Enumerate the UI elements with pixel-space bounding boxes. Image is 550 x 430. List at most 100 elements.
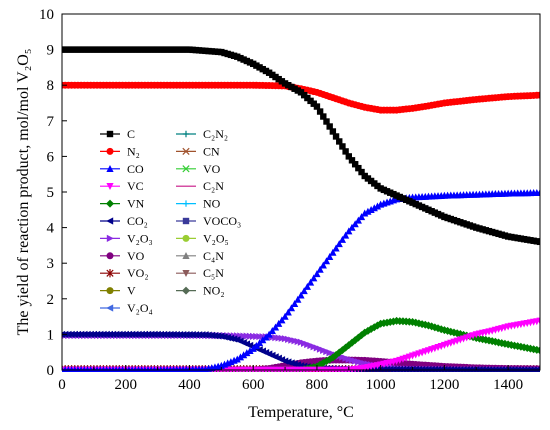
- data-point: [271, 323, 280, 331]
- data-point: [322, 257, 331, 265]
- data-point: [265, 330, 273, 338]
- legend-marker: [106, 130, 114, 138]
- data-point: [345, 227, 353, 235]
- data-point: [536, 188, 540, 196]
- data-point: [214, 332, 222, 340]
- data-point: [297, 291, 305, 299]
- legend-marker: [106, 217, 114, 225]
- data-point: [357, 213, 366, 221]
- legend-label: C: [127, 127, 135, 141]
- legend-label: V: [127, 284, 136, 298]
- legend-marker: [106, 165, 114, 172]
- data-point: [278, 316, 286, 324]
- data-point: [268, 327, 276, 335]
- data-point: [233, 355, 241, 363]
- legend-label: C₂N₂: [203, 127, 228, 141]
- data-point: [373, 202, 382, 210]
- legend-label: N₂: [127, 144, 140, 158]
- legend-item: V₂O₄: [100, 301, 153, 315]
- y-tick-label: 3: [47, 256, 55, 272]
- data-point: [223, 334, 231, 342]
- y-tick-label: 9: [47, 43, 55, 59]
- legend-item: NO₂: [176, 284, 225, 298]
- x-tick-label: 600: [242, 377, 265, 393]
- legend-item: CN: [176, 144, 220, 158]
- data-point: [536, 91, 540, 99]
- legend-label: VOCO₃: [203, 214, 241, 228]
- legend-item: V₂O₃: [100, 231, 153, 245]
- legend-marker: [182, 165, 190, 173]
- legend-label: NO: [203, 197, 221, 211]
- legend-marker: [106, 304, 114, 312]
- legend-marker: [106, 183, 114, 190]
- data-point: [316, 108, 324, 115]
- data-point: [220, 333, 228, 341]
- legend-label: C₂N: [203, 179, 224, 193]
- data-point: [320, 113, 327, 120]
- legend-marker: [106, 199, 114, 208]
- data-point: [227, 334, 235, 342]
- data-point: [313, 270, 321, 278]
- legend-marker: [182, 270, 190, 277]
- data-point: [281, 312, 289, 320]
- data-point: [536, 317, 540, 325]
- y-tick-label: 5: [47, 185, 55, 201]
- legend-label: VN: [127, 197, 145, 211]
- legend-marker: [106, 252, 114, 260]
- legend-item: V₂O₅: [176, 231, 229, 245]
- data-point: [332, 133, 340, 140]
- legend-item: C₂N: [176, 179, 224, 193]
- data-point: [361, 209, 369, 217]
- legend: C N₂ CO VC VN CO₂ V₂O₃ VO VO₂ V V₂O₄ C₂N₂ CN VO C₂N NO V…: [100, 127, 241, 315]
- legend-marker: [182, 130, 190, 138]
- legend-label: C₄N: [203, 249, 224, 263]
- legend-marker: [182, 234, 190, 242]
- legend-item: VO: [100, 249, 145, 263]
- data-point: [236, 353, 245, 361]
- x-tick-label: 200: [114, 377, 137, 393]
- x-tick-label: 1000: [366, 377, 396, 393]
- data-point: [354, 216, 362, 224]
- legend-item: C: [100, 127, 135, 141]
- data-point: [294, 295, 302, 303]
- data-point: [243, 349, 251, 357]
- data-point: [536, 346, 540, 355]
- legend-item: V: [100, 284, 136, 298]
- legend-label: CO: [127, 162, 144, 176]
- legend-label: VC: [127, 179, 144, 193]
- legend-label: VO₂: [127, 266, 149, 280]
- data-point: [342, 231, 350, 239]
- data-point: [287, 304, 296, 312]
- data-point: [230, 335, 238, 343]
- data-point: [342, 148, 349, 155]
- data-point: [303, 282, 311, 290]
- data-point: [316, 265, 324, 273]
- legend-item: VC: [100, 179, 144, 193]
- data-point: [310, 274, 318, 282]
- x-tick-label: 800: [306, 377, 329, 393]
- data-point: [348, 223, 356, 231]
- legend-item: N₂: [100, 144, 140, 158]
- data-point: [329, 128, 337, 135]
- legend-label: V₂O₃: [127, 231, 153, 245]
- y-tick-label: 0: [47, 363, 55, 379]
- y-tick-label: 10: [39, 7, 54, 23]
- legend-marker: [182, 200, 190, 207]
- legend-item: C₅N: [176, 266, 224, 280]
- legend-label: VO: [203, 162, 221, 176]
- x-tick-label: 1200: [429, 377, 459, 393]
- data-point: [329, 248, 337, 256]
- legend-label: C₅N: [203, 266, 224, 280]
- legend-item: C₂N₂: [176, 127, 228, 141]
- data-point: [338, 235, 347, 243]
- legend-marker: [182, 286, 190, 295]
- data-point: [275, 319, 283, 327]
- series-layer: [62, 46, 540, 372]
- legend-marker: [182, 147, 190, 156]
- data-point: [300, 287, 308, 295]
- data-point: [370, 204, 378, 212]
- x-tick-label: 0: [58, 377, 66, 393]
- legend-marker: [106, 147, 114, 155]
- data-point: [536, 238, 540, 246]
